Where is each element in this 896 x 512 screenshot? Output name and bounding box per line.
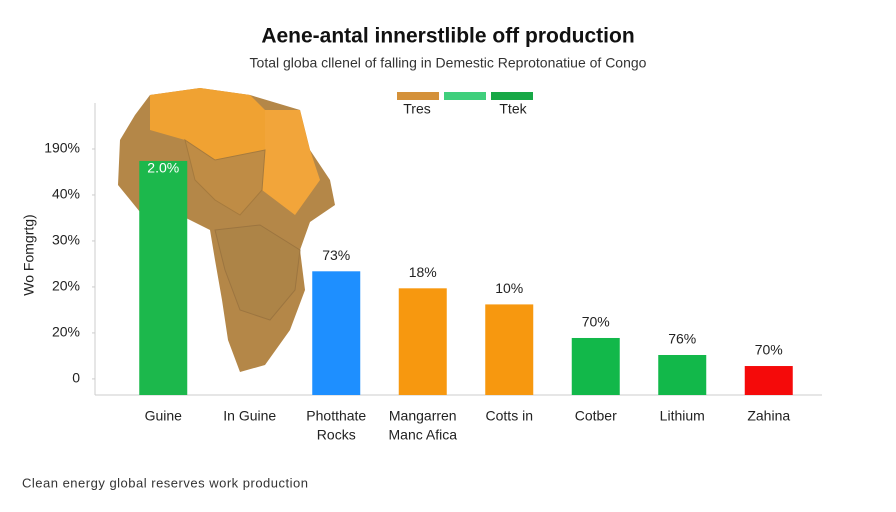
x-tick-label: Photthate <box>306 408 366 424</box>
legend-swatch <box>397 92 439 100</box>
data-label: 70% <box>755 342 783 358</box>
data-label: 10% <box>495 280 523 296</box>
legend-swatch <box>491 92 533 100</box>
legend-label: Ttek <box>499 101 527 117</box>
bar <box>139 160 188 395</box>
africa-map <box>118 88 335 372</box>
bar <box>398 288 447 395</box>
y-tick-label: 20% <box>52 278 80 294</box>
bar <box>658 354 707 395</box>
bar <box>744 366 793 395</box>
y-tick-label: 190% <box>44 140 80 156</box>
x-tick-label: Zahina <box>747 408 790 424</box>
data-label: 2.0% <box>147 160 179 176</box>
data-label: 76% <box>668 331 696 347</box>
legend-label: Tres <box>403 101 430 117</box>
x-tick-label: Cotts in <box>486 408 533 424</box>
x-tick-label: Cotber <box>575 408 617 424</box>
y-axis-label: Wo Fomgrtg) <box>21 214 37 295</box>
x-tick-label: Lithium <box>660 408 705 424</box>
bar <box>571 337 620 395</box>
y-tick-label: 0 <box>72 370 80 386</box>
y-tick-label: 20% <box>52 324 80 340</box>
bar <box>312 271 361 395</box>
data-label: 70% <box>582 314 610 330</box>
footer: Clean energy global reserves work produc… <box>22 475 308 490</box>
x-tick-label: Mangarren <box>389 408 457 424</box>
x-tick-label: In Guine <box>223 408 276 424</box>
y-tick-label: 40% <box>52 186 80 202</box>
x-tick-label: Rocks <box>317 427 356 443</box>
chart-subtitle: Total globa cllenel of falling in Demest… <box>250 55 647 71</box>
data-label: 18% <box>409 264 437 280</box>
x-tick-label: Guine <box>145 408 183 424</box>
x-tick-label: Manc Afica <box>389 427 458 443</box>
data-label: 73% <box>322 247 350 263</box>
y-tick-label: 30% <box>52 232 80 248</box>
chart-title: Aene-antal innerstlible off production <box>261 25 634 48</box>
bar <box>485 304 534 395</box>
legend-swatch <box>444 92 486 100</box>
